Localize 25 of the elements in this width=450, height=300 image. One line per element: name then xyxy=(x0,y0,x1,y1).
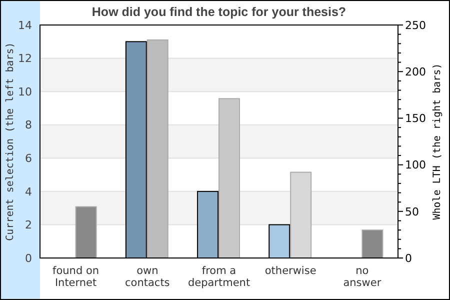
y2-axis-title: Whole LTH (the right bars) xyxy=(432,63,443,220)
x-tick-label: found on Internet xyxy=(52,265,100,289)
y-tick-label: 0 xyxy=(25,252,32,265)
x-tick-label: otherwise xyxy=(264,265,316,277)
y-tick-label: 4 xyxy=(25,185,32,198)
y-tick-label: 14 xyxy=(18,18,32,32)
y2-tick-label: 100 xyxy=(405,158,426,172)
y2-tick-label: 250 xyxy=(405,18,426,32)
y-tick-label: 10 xyxy=(18,85,32,98)
bar xyxy=(218,98,240,258)
y2-tick-label: 200 xyxy=(405,65,426,78)
bar xyxy=(75,206,97,258)
y-tick-label: 6 xyxy=(25,152,32,165)
y2-tick-label: 150 xyxy=(405,112,426,126)
y-tick-label: 2 xyxy=(25,218,32,232)
y2-tick-label: 50 xyxy=(405,205,419,218)
y-tick-label: 8 xyxy=(25,118,32,132)
x-tick-label: no answer xyxy=(343,265,382,289)
y-tick-label: 12 xyxy=(18,52,32,66)
x-tick-label: own contacts xyxy=(125,265,170,289)
chart-title: How did you find the topic for your thesis? xyxy=(92,5,346,19)
y2-tick-label: 0 xyxy=(405,252,412,265)
y-axis-title: Current selection (the left bars) xyxy=(5,42,16,241)
x-tick-label: from a department xyxy=(188,265,250,289)
bar xyxy=(362,230,384,258)
